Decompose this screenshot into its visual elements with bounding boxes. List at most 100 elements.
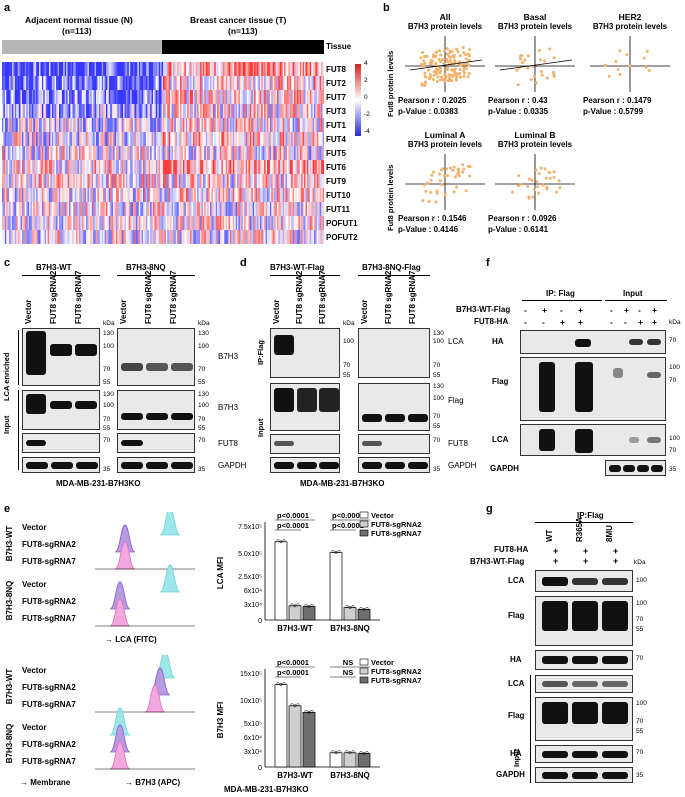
g-sign: + xyxy=(613,556,619,566)
heatmap-cell xyxy=(141,216,144,231)
heatmap-cell xyxy=(11,76,14,91)
heatmap-cell xyxy=(30,90,33,105)
heatmap-cell xyxy=(125,230,128,244)
heatmap-cell xyxy=(58,160,61,175)
heatmap-cell xyxy=(316,188,319,203)
heatmap-cell xyxy=(125,202,128,217)
heatmap-cell xyxy=(76,188,78,203)
heatmap-cell xyxy=(227,62,229,77)
heatmap-cell xyxy=(299,118,302,133)
heatmap-cell xyxy=(257,188,259,203)
heatmap-cell xyxy=(141,160,144,175)
heatmap-cell xyxy=(276,118,279,133)
heatmap-cell xyxy=(180,174,182,189)
heatmap-cell xyxy=(137,188,140,203)
mw-marker: 35 xyxy=(669,466,677,473)
scatter-point xyxy=(552,175,556,179)
heatmap-cell xyxy=(90,160,93,175)
heatmap-cell xyxy=(212,62,215,77)
g-row1: FUT8-HA xyxy=(494,545,529,554)
heatmap-cell xyxy=(46,104,48,119)
heatmap-cell xyxy=(279,104,282,119)
heatmap-cell xyxy=(31,188,34,203)
heatmap-cell xyxy=(322,90,324,105)
heatmap-cell xyxy=(128,146,131,161)
heatmap-cell xyxy=(208,62,211,77)
heatmap-cell xyxy=(110,118,113,133)
heatmap-cell xyxy=(153,230,155,244)
heatmap-cell xyxy=(101,160,104,175)
heatmap-cell xyxy=(286,146,289,161)
heatmap-cell xyxy=(231,104,234,119)
heatmap-cell xyxy=(68,160,71,175)
heatmap-cell xyxy=(47,188,50,203)
heatmap-cell xyxy=(161,174,164,189)
heatmap-cell xyxy=(94,90,97,105)
heatmap-cell xyxy=(239,230,242,244)
heatmap-cell xyxy=(7,90,10,105)
bar xyxy=(288,705,302,768)
heatmap-cell xyxy=(74,230,77,244)
heatmap-cell xyxy=(255,160,258,175)
heatmap-cell xyxy=(180,132,182,147)
heatmap-cell xyxy=(87,174,90,189)
heatmap-cell xyxy=(289,104,292,119)
scatter-point xyxy=(462,69,466,73)
scatter-point xyxy=(446,68,450,72)
heatmap-cell xyxy=(110,62,113,77)
heatmap-cell xyxy=(30,202,33,217)
heatmap-cell xyxy=(268,230,271,244)
c-kda-2: kDa xyxy=(198,320,210,327)
heatmap-cell xyxy=(153,62,155,77)
heatmap-cell xyxy=(231,174,234,189)
heatmap-cell xyxy=(214,104,217,119)
heatmap-cell xyxy=(304,90,306,105)
heatmap-cell xyxy=(170,188,172,203)
heatmap-cell xyxy=(269,62,272,77)
heatmap-cell xyxy=(225,160,228,175)
heatmap-cell xyxy=(121,160,124,175)
heatmap-cell xyxy=(158,90,161,105)
heatmap-cell xyxy=(83,216,85,231)
heatmap-cell xyxy=(294,118,296,133)
heatmap-cell xyxy=(13,146,16,161)
heatmap-cell xyxy=(2,132,4,147)
legend-swatch xyxy=(359,676,369,684)
scatter-point xyxy=(465,67,469,71)
scatter-point xyxy=(439,60,443,64)
scatter-point xyxy=(420,62,424,66)
heatmap-cell xyxy=(26,160,28,175)
heatmap-cell xyxy=(2,90,4,105)
heatmap-cell xyxy=(251,202,254,217)
heatmap-cell xyxy=(93,202,95,217)
heatmap-cell xyxy=(198,90,201,105)
g-ip-line xyxy=(535,522,633,523)
heatmap-cell xyxy=(157,160,160,175)
heatmap-cell xyxy=(74,118,77,133)
heatmap-cell xyxy=(244,104,246,119)
heatmap-cell xyxy=(242,216,245,231)
heatmap-cell xyxy=(54,188,57,203)
heatmap-cell xyxy=(143,160,145,175)
heatmap-cell xyxy=(278,76,281,91)
heatmap-cell xyxy=(50,104,53,119)
heatmap-cell xyxy=(171,174,174,189)
heatmap-cell xyxy=(58,230,61,244)
heatmap-cell xyxy=(305,62,308,77)
d-input: Input xyxy=(256,418,265,437)
heatmap-cell xyxy=(144,216,147,231)
heatmap-cell xyxy=(31,118,34,133)
heatmap-cell xyxy=(267,90,269,105)
heatmap-cell xyxy=(144,188,147,203)
heatmap-cell xyxy=(316,90,319,105)
heatmap-cell xyxy=(74,174,77,189)
heatmap-cell xyxy=(39,202,41,217)
heatmap-cell xyxy=(143,174,145,189)
heatmap-cell xyxy=(207,104,209,119)
heatmap-cell xyxy=(249,188,252,203)
scatter-point xyxy=(437,57,441,61)
heatmap-cell xyxy=(26,188,28,203)
heatmap-cell xyxy=(9,146,11,161)
heatmap-cell xyxy=(157,90,160,105)
c-group-8nq: B7H3-8NQ xyxy=(126,263,166,272)
